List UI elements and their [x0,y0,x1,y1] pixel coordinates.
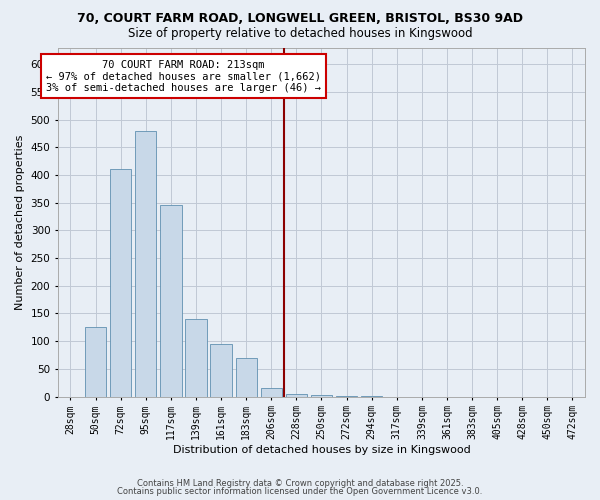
Text: Contains public sector information licensed under the Open Government Licence v3: Contains public sector information licen… [118,487,482,496]
Y-axis label: Number of detached properties: Number of detached properties [15,134,25,310]
Bar [160,206,182,396]
Text: Size of property relative to detached houses in Kingswood: Size of property relative to detached ho… [128,28,472,40]
Text: Contains HM Land Registry data © Crown copyright and database right 2025.: Contains HM Land Registry data © Crown c… [137,478,463,488]
X-axis label: Distribution of detached houses by size in Kingswood: Distribution of detached houses by size … [173,445,470,455]
Bar [135,130,157,396]
Text: 70 COURT FARM ROAD: 213sqm
← 97% of detached houses are smaller (1,662)
3% of se: 70 COURT FARM ROAD: 213sqm ← 97% of deta… [46,60,321,93]
Bar [286,394,307,396]
Bar [236,358,257,397]
Bar [260,388,282,396]
Bar [85,328,106,396]
Bar [185,319,206,396]
Text: 70, COURT FARM ROAD, LONGWELL GREEN, BRISTOL, BS30 9AD: 70, COURT FARM ROAD, LONGWELL GREEN, BRI… [77,12,523,26]
Bar [110,170,131,396]
Bar [211,344,232,397]
